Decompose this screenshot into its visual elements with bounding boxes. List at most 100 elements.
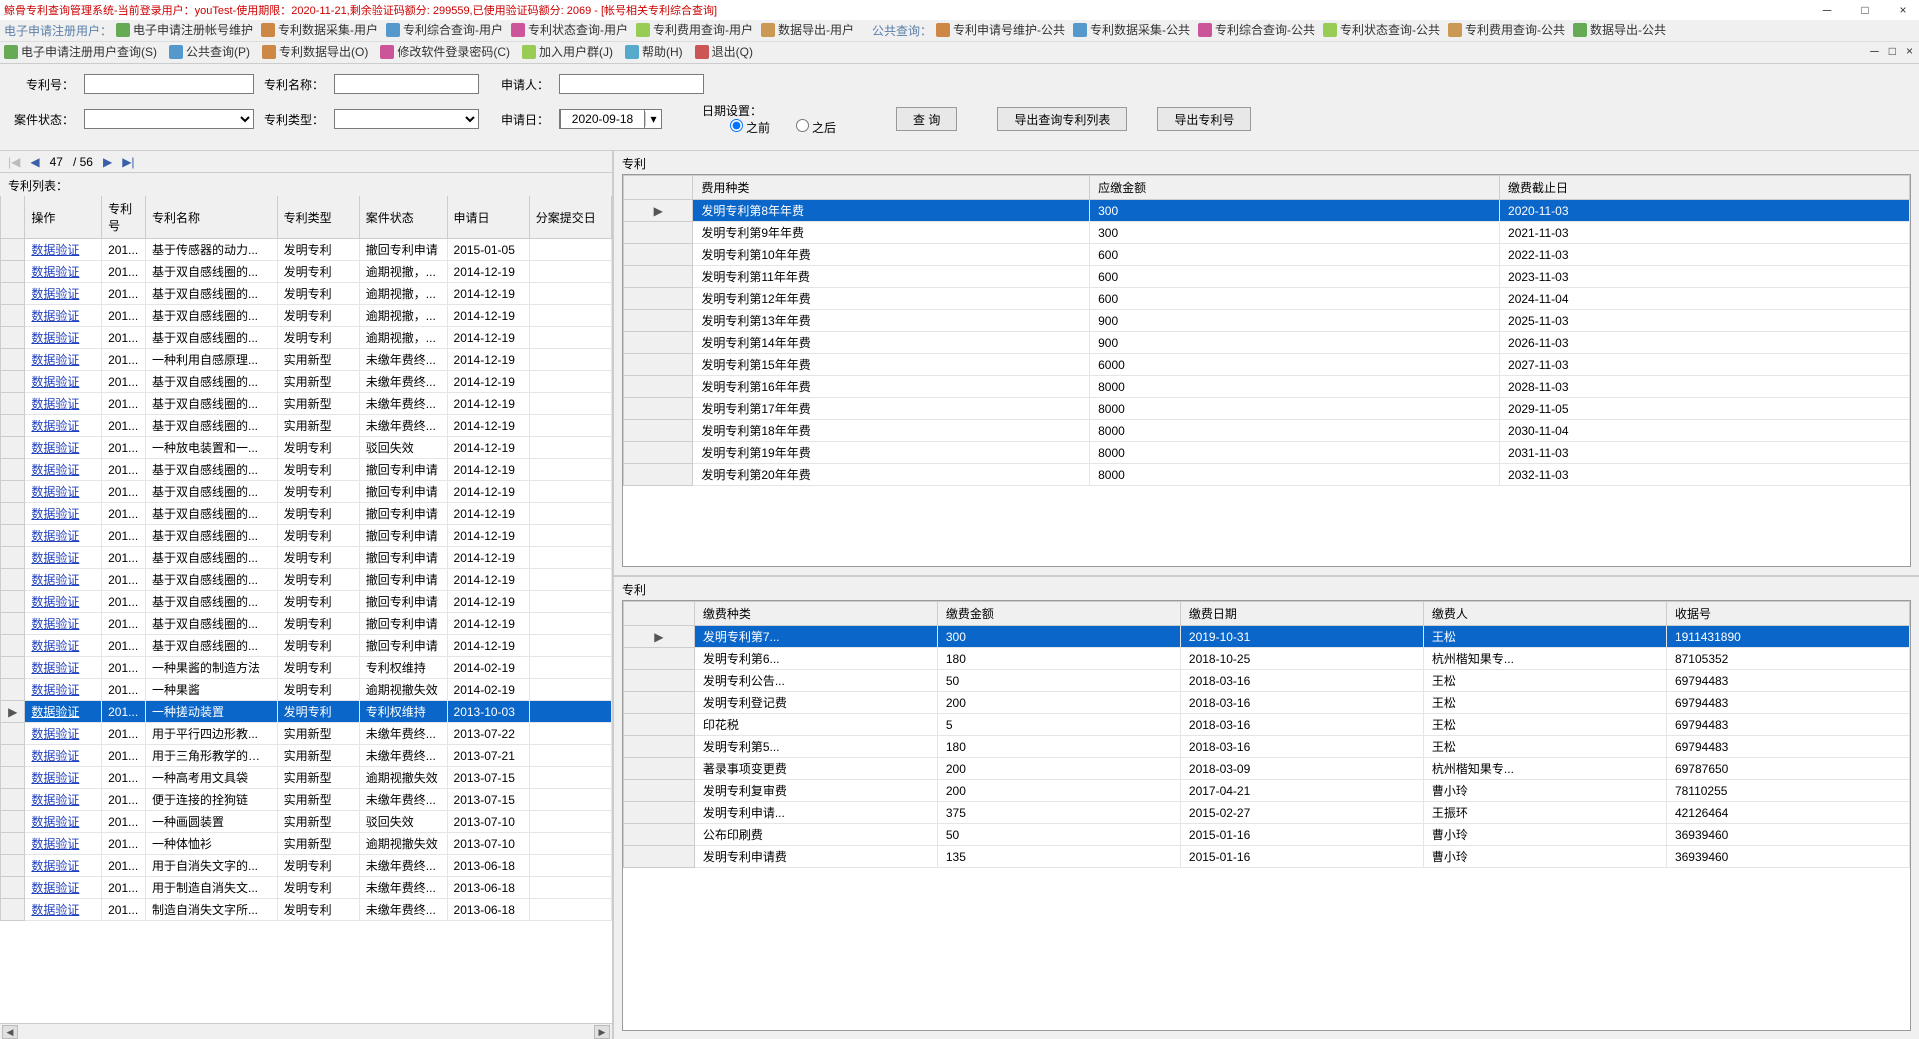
input-apply-date[interactable]: 2020-09-18 ▾ [559, 109, 662, 129]
verify-link[interactable]: 数据验证 [31, 243, 79, 257]
verify-link[interactable]: 数据验证 [31, 309, 79, 323]
radio-before[interactable]: 之前 [710, 119, 770, 136]
toolbar-item[interactable]: 专利状态查询-公共 [1323, 21, 1440, 38]
table-row[interactable]: 数据验证201...基于双自感线圈的...发明专利逾期视撤，...2014-12… [1, 283, 612, 305]
table-row[interactable]: ▶发明专利第7...3002019-10-31王松1911431890 [624, 626, 1910, 648]
column-header[interactable]: 案件状态 [359, 196, 447, 239]
table-row[interactable]: 数据验证201...便于连接的拴狗链实用新型未缴年费终...2013-07-15 [1, 789, 612, 811]
column-header[interactable]: 操作 [25, 196, 102, 239]
table-row[interactable]: 数据验证201...一种果酱发明专利逾期视撤失效2014-02-19 [1, 679, 612, 701]
pager-next[interactable]: ▶ [103, 155, 112, 169]
column-header[interactable]: 缴费截止日 [1500, 176, 1910, 200]
verify-link[interactable]: 数据验证 [31, 375, 79, 389]
verify-link[interactable]: 数据验证 [31, 485, 79, 499]
verify-link[interactable]: 数据验证 [31, 727, 79, 741]
column-header[interactable]: 申请日 [447, 196, 529, 239]
table-row[interactable]: 数据验证201...基于双自感线圈的...发明专利撤回专利申请2014-12-1… [1, 459, 612, 481]
toolbar-item[interactable]: 专利申请号维护-公共 [936, 21, 1065, 38]
export-no-button[interactable]: 导出专利号 [1157, 107, 1251, 131]
table-row[interactable]: 数据验证201...基于传感器的动力...发明专利撤回专利申请2015-01-0… [1, 239, 612, 261]
verify-link[interactable]: 数据验证 [31, 793, 79, 807]
table-row[interactable]: 数据验证201...基于双自感线圈的...发明专利撤回专利申请2014-12-1… [1, 569, 612, 591]
subwin-max-button[interactable]: □ [1889, 44, 1896, 58]
column-header[interactable]: 收据号 [1666, 602, 1909, 626]
table-row[interactable]: ▶发明专利第8年年费3002020-11-03 [624, 200, 1910, 222]
pager-last[interactable]: ▶| [122, 155, 134, 169]
verify-link[interactable]: 数据验证 [31, 815, 79, 829]
scroll-right-button[interactable]: ▶ [594, 1025, 610, 1039]
table-row[interactable]: 数据验证201...一种果酱的制造方法发明专利专利权维持2014-02-19 [1, 657, 612, 679]
table-row[interactable]: 发明专利第12年年费6002024-11-04 [624, 288, 1910, 310]
verify-link[interactable]: 数据验证 [31, 903, 79, 917]
table-row[interactable]: 发明专利复审费2002017-04-21曹小玲78110255 [624, 780, 1910, 802]
toolbar-item[interactable]: 专利综合查询-公共 [1198, 21, 1315, 38]
verify-link[interactable]: 数据验证 [31, 595, 79, 609]
table-row[interactable]: 数据验证201...基于双自感线圈的...发明专利撤回专利申请2014-12-1… [1, 547, 612, 569]
table-row[interactable]: 数据验证201...基于双自感线圈的...发明专利撤回专利申请2014-12-1… [1, 613, 612, 635]
input-patent-name[interactable] [334, 74, 479, 94]
pager-prev[interactable]: ◀ [30, 155, 39, 169]
toolbar-item[interactable]: 专利数据采集-用户 [261, 21, 378, 38]
win-max-button[interactable]: □ [1853, 3, 1877, 17]
table-row[interactable]: 发明专利登记费2002018-03-16王松69794483 [624, 692, 1910, 714]
verify-link[interactable]: 数据验证 [31, 419, 79, 433]
toolbar-item[interactable]: 电子申请注册帐号维护 [116, 21, 253, 38]
verify-link[interactable]: 数据验证 [31, 837, 79, 851]
table-row[interactable]: 发明专利第16年年费80002028-11-03 [624, 376, 1910, 398]
toolbar-item[interactable]: 专利费用查询-公共 [1448, 21, 1565, 38]
verify-link[interactable]: 数据验证 [31, 705, 79, 719]
menubar-item[interactable]: 专利数据导出(O) [262, 43, 368, 60]
table-row[interactable]: ▶数据验证201...一种搓动装置发明专利专利权维持2013-10-03 [1, 701, 612, 723]
win-close-button[interactable]: × [1891, 3, 1915, 17]
table-row[interactable]: 数据验证201...基于双自感线圈的...发明专利撤回专利申请2014-12-1… [1, 503, 612, 525]
table-row[interactable]: 发明专利第13年年费9002025-11-03 [624, 310, 1910, 332]
table-row[interactable]: 数据验证201...基于双自感线圈的...发明专利逾期视撤，...2014-12… [1, 261, 612, 283]
win-min-button[interactable]: ─ [1815, 3, 1839, 17]
verify-link[interactable]: 数据验证 [31, 353, 79, 367]
verify-link[interactable]: 数据验证 [31, 661, 79, 675]
fee-paid-grid[interactable]: 缴费种类缴费金额缴费日期缴费人收据号▶发明专利第7...3002019-10-3… [622, 600, 1911, 1031]
radio-after[interactable]: 之后 [776, 119, 836, 136]
select-case-status[interactable] [84, 109, 254, 129]
table-row[interactable]: 数据验证201...一种高考用文具袋实用新型逾期视撤失效2013-07-15 [1, 767, 612, 789]
verify-link[interactable]: 数据验证 [31, 551, 79, 565]
menubar-item[interactable]: 修改软件登录密码(C) [380, 43, 510, 60]
table-row[interactable]: 数据验证201...基于双自感线圈的...发明专利撤回专利申请2014-12-1… [1, 635, 612, 657]
toolbar-item[interactable]: 数据导出-用户 [761, 21, 854, 38]
table-row[interactable]: 发明专利第6...1802018-10-25杭州楷知果专...87105352 [624, 648, 1910, 670]
table-row[interactable]: 发明专利第19年年费80002031-11-03 [624, 442, 1910, 464]
table-row[interactable]: 公布印刷费502015-01-16曹小玲36939460 [624, 824, 1910, 846]
column-header[interactable]: 应缴金额 [1090, 176, 1500, 200]
table-row[interactable]: 发明专利申请费1352015-01-16曹小玲36939460 [624, 846, 1910, 868]
verify-link[interactable]: 数据验证 [31, 617, 79, 631]
table-row[interactable]: 发明专利第20年年费80002032-11-03 [624, 464, 1910, 486]
scroll-left-button[interactable]: ◀ [2, 1025, 18, 1039]
verify-link[interactable]: 数据验证 [31, 683, 79, 697]
column-header[interactable]: 缴费日期 [1180, 602, 1423, 626]
column-header[interactable]: 专利名称 [145, 196, 277, 239]
table-row[interactable]: 发明专利第15年年费60002027-11-03 [624, 354, 1910, 376]
table-row[interactable]: 发明专利第9年年费3002021-11-03 [624, 222, 1910, 244]
table-row[interactable]: 发明专利第5...1802018-03-16王松69794483 [624, 736, 1910, 758]
table-row[interactable]: 数据验证201...用于制造自消失文...发明专利未缴年费终...2013-06… [1, 877, 612, 899]
pager-first[interactable]: |◀ [8, 155, 20, 169]
verify-link[interactable]: 数据验证 [31, 463, 79, 477]
select-patent-type[interactable] [334, 109, 479, 129]
verify-link[interactable]: 数据验证 [31, 859, 79, 873]
table-row[interactable]: 数据验证201...一种画圆装置实用新型驳回失效2013-07-10 [1, 811, 612, 833]
toolbar-item[interactable]: 专利费用查询-用户 [636, 21, 753, 38]
verify-link[interactable]: 数据验证 [31, 529, 79, 543]
toolbar-item[interactable]: 数据导出-公共 [1573, 21, 1666, 38]
subwin-close-button[interactable]: × [1906, 44, 1913, 58]
verify-link[interactable]: 数据验证 [31, 749, 79, 763]
menubar-item[interactable]: 加入用户群(J) [522, 43, 613, 60]
calendar-icon[interactable]: ▾ [645, 112, 661, 126]
table-row[interactable]: 发明专利第14年年费9002026-11-03 [624, 332, 1910, 354]
menubar-item[interactable]: 帮助(H) [625, 43, 683, 60]
table-row[interactable]: 数据验证201...基于双自感线圈的...发明专利撤回专利申请2014-12-1… [1, 591, 612, 613]
table-row[interactable]: 发明专利公告...502018-03-16王松69794483 [624, 670, 1910, 692]
table-row[interactable]: 数据验证201...一种放电装置和一...发明专利驳回失效2014-12-19 [1, 437, 612, 459]
table-row[interactable]: 印花税52018-03-16王松69794483 [624, 714, 1910, 736]
column-header[interactable]: 专利类型 [277, 196, 359, 239]
table-row[interactable]: 数据验证201...基于双自感线圈的...实用新型未缴年费终...2014-12… [1, 415, 612, 437]
